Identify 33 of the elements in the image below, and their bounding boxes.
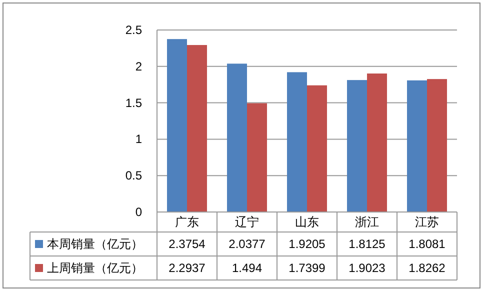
legend-label: 上周销量（亿元） [47,261,143,275]
bar [347,80,367,212]
data-label: 1.8262 [408,261,446,275]
data-label: 1.9205 [288,237,326,251]
bar [287,72,307,212]
x-tick-label: 江苏 [415,215,439,229]
data-label: 2.0377 [228,237,266,251]
bar [367,74,387,212]
x-tick-label: 山东 [295,215,319,229]
data-label: 2.3754 [168,237,206,251]
y-tick-label: 2 [135,59,142,74]
x-tick-label: 广东 [175,215,199,229]
y-tick-label: 2.5 [125,23,142,37]
data-label: 1.7399 [288,261,326,275]
bar [247,103,267,212]
bar [167,39,187,212]
y-tick-label: 0.5 [125,168,142,183]
data-label: 2.2937 [168,261,206,275]
y-tick-label: 1 [135,132,142,146]
bar [407,80,427,212]
data-label: 1.494 [232,261,262,275]
bar [187,45,207,212]
data-label: 1.8125 [348,237,386,251]
y-tick-label: 1.5 [125,96,142,110]
legend-label: 本周销量（亿元） [47,237,143,251]
data-label: 1.8081 [408,237,446,251]
bar [427,79,447,212]
x-tick-label: 辽宁 [235,215,259,229]
bar [307,85,327,212]
y-tick-label: 0 [135,205,142,219]
x-tick-label: 浙江 [355,215,379,229]
bar [227,64,247,212]
data-label: 1.9023 [348,261,386,275]
